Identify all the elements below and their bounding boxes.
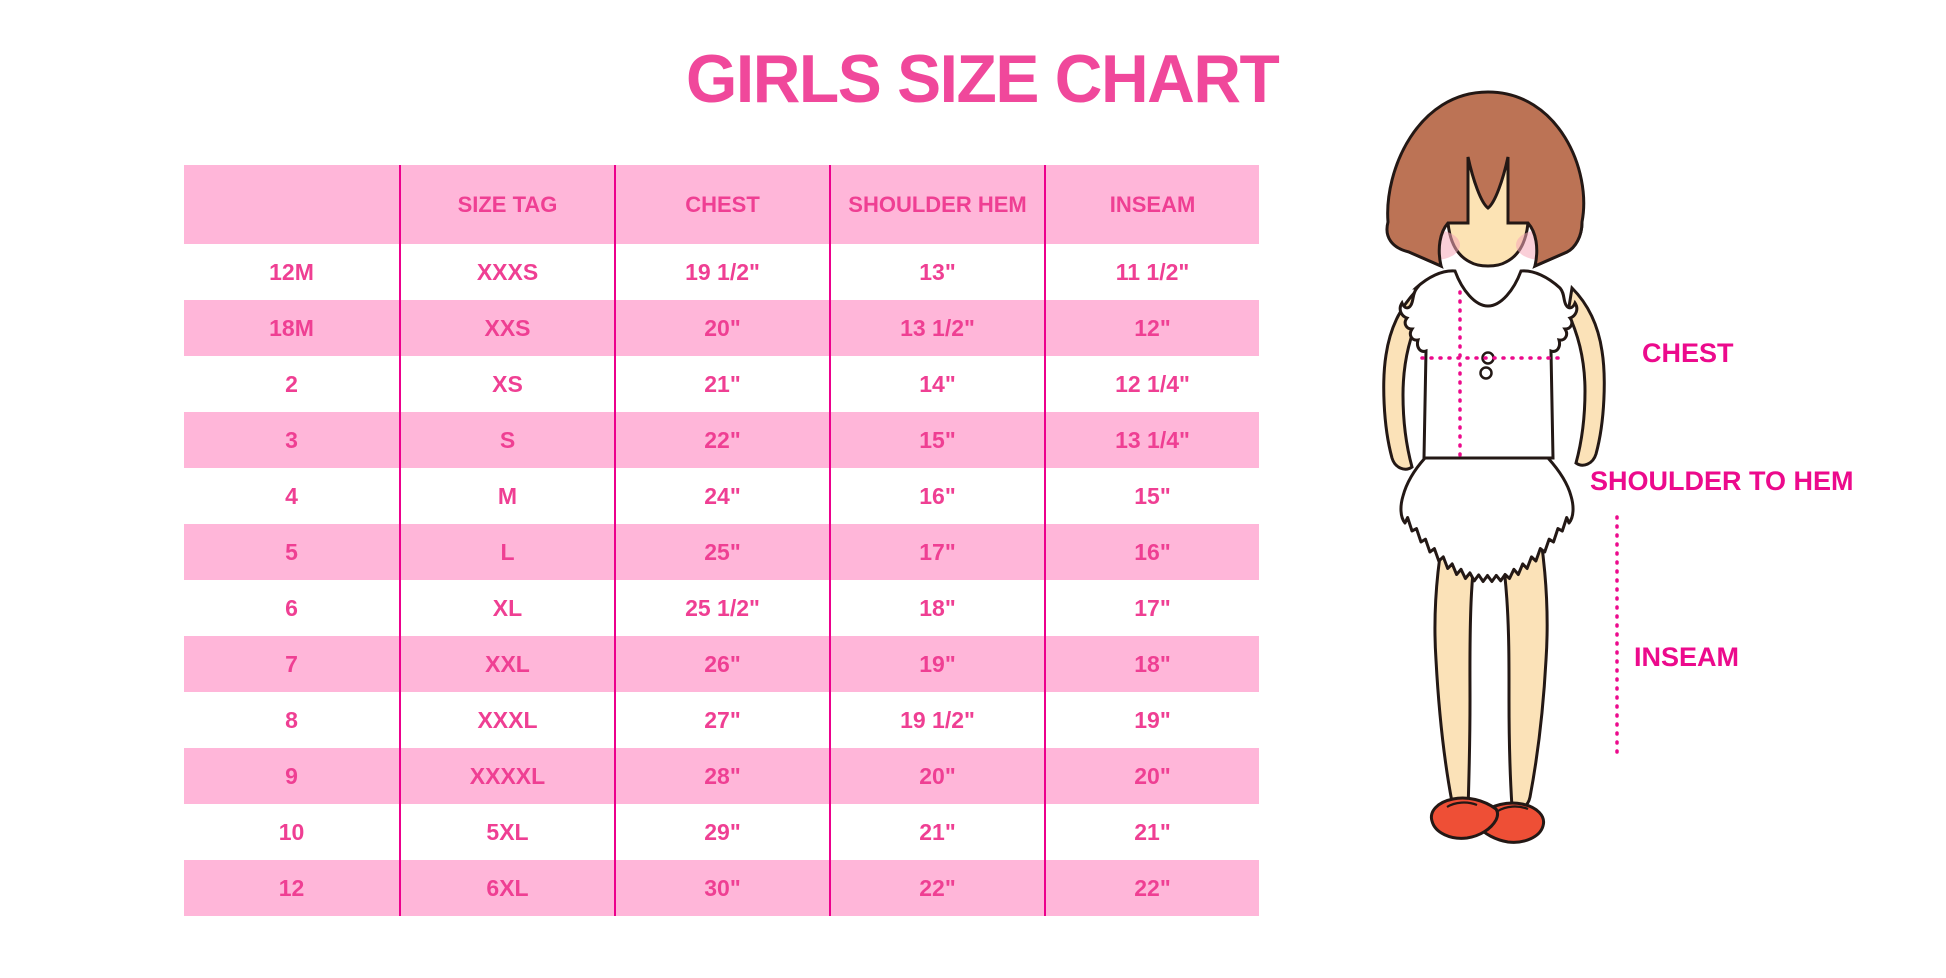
svg-text:INSEAM: INSEAM — [1634, 642, 1739, 672]
svg-text:CHEST: CHEST — [1642, 338, 1734, 368]
svg-text:SHOULDER TO HEM: SHOULDER TO HEM — [1590, 466, 1854, 496]
